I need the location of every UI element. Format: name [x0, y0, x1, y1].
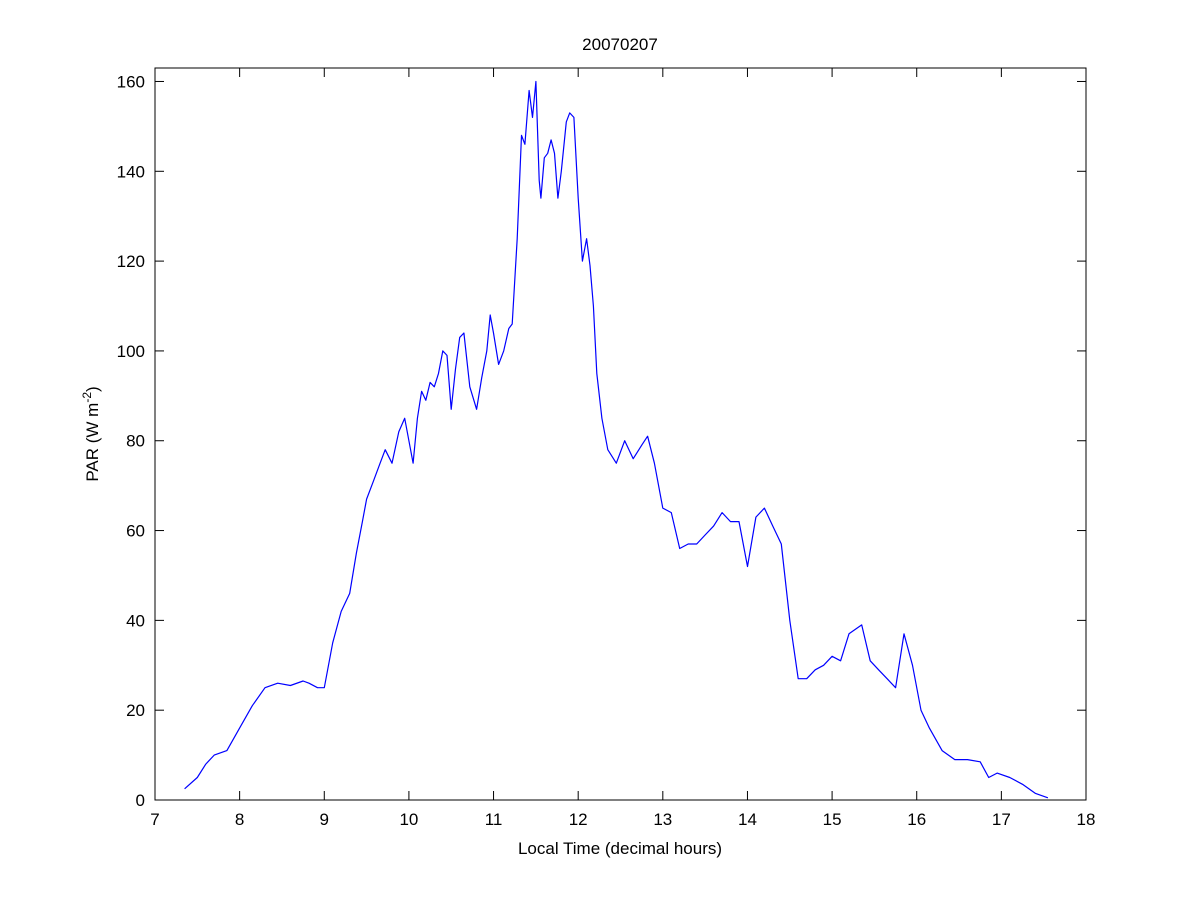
- axis-tick-labels: 7 8 9 10 11 12 13 14 15 16 17 18 0 20 40 60 80 100 120 140 1…: [117, 72, 1096, 829]
- y-tick-label: 0: [136, 791, 145, 810]
- y-axis-label-suffix: ): [83, 386, 102, 392]
- series-line-par: [184, 80, 1049, 799]
- x-tick-label: 18: [1077, 810, 1096, 829]
- x-tick-label: 14: [738, 810, 757, 829]
- x-tick-label: 17: [992, 810, 1011, 829]
- axis-ticks: [154, 68, 1087, 801]
- x-tick-label: 16: [907, 810, 926, 829]
- y-tick-label: 20: [126, 701, 145, 720]
- x-tick-label: 12: [569, 810, 588, 829]
- x-tick-label: 7: [150, 810, 159, 829]
- x-tick-label: 9: [320, 810, 329, 829]
- plot-area: [154, 67, 1087, 801]
- x-tick-label: 8: [235, 810, 244, 829]
- y-axis-label-superscript: -2: [80, 392, 94, 403]
- y-tick-label: 140: [117, 162, 145, 181]
- x-tick-label: 10: [399, 810, 418, 829]
- y-tick-label: 160: [117, 72, 145, 91]
- y-tick-label: 80: [126, 432, 145, 451]
- y-axis-label-prefix: PAR (W m: [83, 403, 102, 482]
- chart-title: 20070207: [582, 35, 658, 54]
- y-tick-label: 120: [117, 252, 145, 271]
- x-tick-label: 15: [823, 810, 842, 829]
- x-axis-label: Local Time (decimal hours): [518, 839, 722, 858]
- y-axis-label: PAR (W m-2): [80, 386, 102, 481]
- y-tick-label: 40: [126, 611, 145, 630]
- y-tick-label: 100: [117, 342, 145, 361]
- x-tick-label: 13: [653, 810, 672, 829]
- x-tick-label: 11: [485, 810, 503, 829]
- y-tick-label: 60: [126, 522, 145, 541]
